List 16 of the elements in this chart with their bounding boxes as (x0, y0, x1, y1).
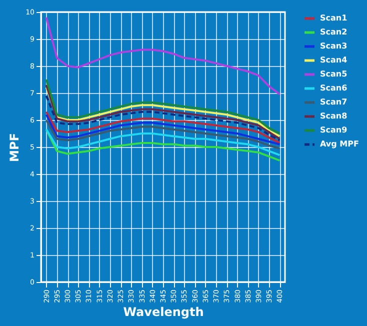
legend-label: Scan6 (320, 84, 348, 92)
legend-label: Scan9 (320, 126, 348, 134)
x-axis-title: Wavelength (123, 304, 204, 319)
line-series (45, 16, 281, 96)
line-series (45, 94, 281, 142)
legend-label: Scan1 (320, 14, 348, 22)
legend-label: Scan5 (320, 70, 348, 78)
legend-label: Scan3 (320, 42, 348, 50)
line-series (45, 119, 281, 150)
legend-label: Avg MPF (320, 140, 359, 148)
legend-label: Scan2 (320, 28, 348, 36)
legend-label: Scan8 (320, 112, 348, 120)
legend-label: Scan7 (320, 98, 348, 106)
y-axis-title: MPF (8, 133, 22, 162)
legend-label: Scan4 (320, 56, 348, 64)
line-series (45, 78, 281, 134)
